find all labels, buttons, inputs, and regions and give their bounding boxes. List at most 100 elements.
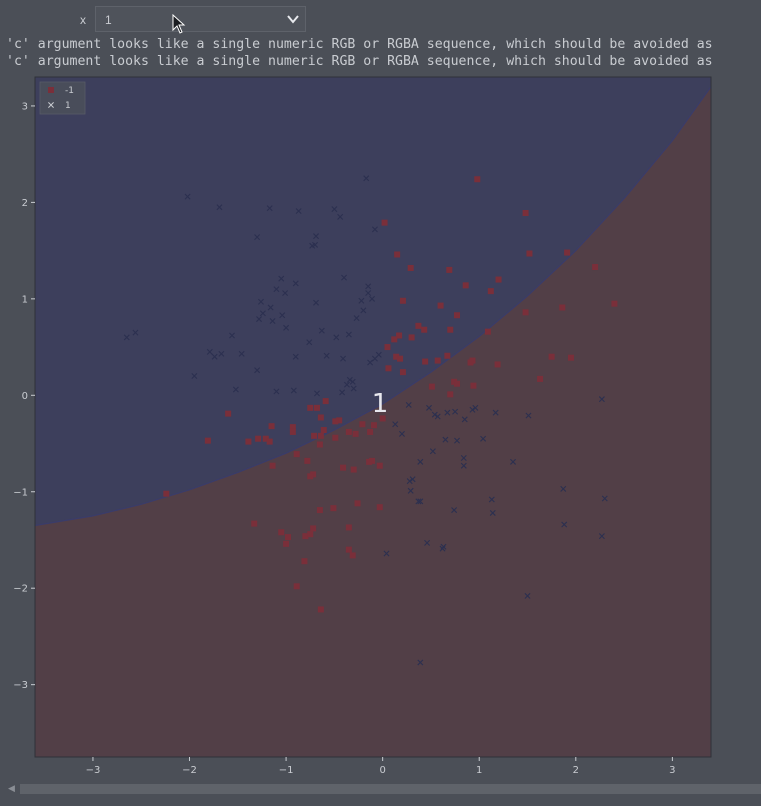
variable-selector-row: x 1 [0, 6, 761, 34]
scroll-left-icon[interactable]: ◀ [8, 784, 15, 794]
chevron-down-icon [287, 15, 299, 24]
data-point-pos [339, 389, 346, 396]
data-point-neg [399, 369, 406, 376]
data-point-neg [394, 251, 401, 258]
data-point-neg [454, 312, 461, 319]
data-point-pos [460, 455, 467, 461]
variable-label: x [80, 13, 86, 27]
data-point-neg [225, 410, 232, 417]
data-point-neg [350, 466, 357, 473]
data-point-neg [289, 424, 296, 431]
data-point-neg [352, 430, 359, 437]
data-point-neg [163, 490, 170, 497]
data-point-neg [548, 353, 555, 360]
data-point-neg [313, 404, 320, 411]
data-point-pos [365, 290, 372, 297]
data-point-neg [567, 354, 574, 361]
data-point-neg [391, 336, 398, 343]
data-point-pos [273, 286, 280, 293]
data-point-neg [366, 458, 373, 465]
data-point-neg [446, 266, 453, 273]
mouse-pointer-icon [172, 14, 186, 34]
data-point-pos [369, 295, 376, 302]
data-point-pos [601, 495, 608, 502]
data-point-neg [379, 415, 386, 422]
data-point-pos [295, 208, 302, 215]
data-point-pos [451, 507, 458, 514]
data-point-pos [454, 437, 461, 444]
data-point-pos [266, 205, 273, 212]
data-point-neg [381, 219, 388, 226]
data-point-pos [318, 327, 325, 334]
data-point-neg [559, 304, 566, 311]
data-point-pos [292, 353, 299, 360]
y-tick-label: −1 [13, 487, 28, 498]
data-point-pos [211, 353, 218, 360]
y-tick-label: 0 [22, 391, 28, 402]
data-point-pos [480, 435, 487, 442]
data-point-pos [489, 509, 496, 516]
data-point-neg [317, 414, 324, 421]
data-point-neg [293, 583, 300, 590]
data-point-neg [462, 282, 469, 289]
data-point-neg [407, 264, 414, 271]
data-point-pos [371, 226, 378, 233]
x-tick-label: 2 [573, 765, 579, 776]
data-point-pos [405, 401, 412, 408]
data-point-pos [259, 310, 266, 317]
data-point-pos [337, 213, 344, 220]
legend-box [39, 81, 86, 115]
data-point-neg [447, 326, 454, 333]
legend-marker-neg [48, 87, 54, 93]
horizontal-scrollbar[interactable] [20, 784, 761, 794]
data-point-neg [304, 457, 311, 464]
data-point-neg [384, 344, 391, 351]
data-point-neg [522, 309, 529, 316]
data-point-pos [469, 406, 476, 413]
x-tick-label: 1 [476, 765, 482, 776]
data-point-pos [426, 404, 432, 411]
data-point-pos [269, 318, 276, 325]
y-tick-label: 3 [22, 101, 28, 112]
data-point-neg [522, 210, 529, 216]
data-point-pos [333, 334, 340, 341]
data-point-neg [345, 524, 352, 531]
data-point-pos [306, 339, 313, 346]
data-point-pos [254, 367, 261, 374]
data-point-neg [434, 357, 441, 364]
data-point-neg [316, 441, 323, 448]
data-point-neg [283, 540, 290, 547]
data-point-pos [216, 204, 223, 211]
data-point-pos [460, 462, 467, 469]
data-point-pos [346, 376, 353, 383]
data-point-pos [312, 241, 319, 248]
data-point-neg [336, 417, 343, 424]
variable-dropdown[interactable]: 1 [95, 6, 306, 32]
y-tick-label: −3 [13, 680, 28, 691]
data-point-pos [525, 412, 532, 419]
data-point-pos [365, 283, 372, 290]
data-point-neg [268, 423, 275, 430]
data-point-neg [310, 525, 317, 532]
data-point-neg [564, 249, 571, 256]
data-point-neg [376, 504, 383, 511]
data-point-neg [354, 500, 361, 507]
data-point-neg [317, 606, 324, 613]
data-point-neg [393, 353, 400, 360]
data-point-neg [474, 176, 481, 183]
data-point-pos [598, 533, 605, 540]
data-point-pos [409, 476, 416, 483]
data-point-neg [437, 302, 444, 309]
data-point-pos [383, 550, 390, 557]
data-point-pos [406, 478, 413, 485]
data-point-pos [392, 421, 399, 428]
data-point-pos [444, 409, 451, 416]
data-point-pos [492, 409, 499, 416]
data-point-pos [340, 355, 347, 362]
data-point-pos [371, 355, 378, 362]
data-point-neg [245, 438, 252, 445]
data-point-pos [191, 373, 198, 379]
data-point-pos [358, 297, 365, 304]
data-point-pos [345, 331, 352, 338]
x-tick-label: 3 [669, 765, 675, 776]
